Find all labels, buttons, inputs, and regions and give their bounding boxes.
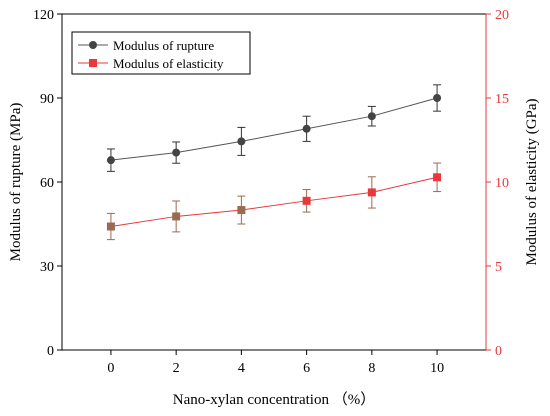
- y-right-tick-label: 10: [495, 176, 509, 191]
- x-tick-label: 2: [173, 361, 180, 376]
- legend-entry: Modulus of rupture: [78, 38, 214, 53]
- data-point: [433, 94, 442, 102]
- y-left-tick-label: 90: [40, 92, 54, 107]
- data-point: [237, 206, 246, 215]
- data-point: [172, 212, 181, 221]
- data-point: [302, 124, 311, 133]
- y-left-tick-label: 60: [40, 176, 54, 191]
- x-tick-label: 8: [368, 361, 375, 376]
- legend-label: Modulus of elasticity: [113, 56, 224, 71]
- y-left-tick-label: 30: [40, 260, 54, 275]
- x-tick-label: 4: [238, 361, 245, 376]
- data-point: [237, 137, 246, 146]
- series-line: [110, 97, 438, 161]
- x-tick-label: 0: [107, 361, 114, 376]
- y-right-tick-label: 20: [495, 8, 509, 23]
- data-point: [367, 188, 376, 197]
- y-right-tick-label: 0: [495, 344, 502, 359]
- data-point: [106, 222, 115, 231]
- data-point: [106, 156, 115, 165]
- data-point: [302, 196, 311, 205]
- series-rupture: [106, 84, 442, 172]
- x-axis-title: Nano-xylan concentration （%）: [173, 391, 375, 408]
- legend-entry: Modulus of elasticity: [78, 56, 224, 71]
- legend-box: [71, 31, 251, 75]
- x-tick-label: 10: [430, 361, 444, 376]
- y-axis-right-title: Modulus of elasticity (GPa): [524, 98, 540, 265]
- data-point: [172, 148, 181, 157]
- y-right-tick-label: 15: [495, 92, 509, 107]
- series-line: [110, 176, 438, 228]
- y-left-tick-label: 120: [33, 8, 54, 23]
- series-elasticity: [106, 162, 442, 241]
- y-axis-left-title: Modulus of rupture (MPa): [8, 103, 24, 262]
- legend-label: Modulus of rupture: [113, 38, 214, 53]
- data-point: [433, 173, 442, 182]
- y-right-tick-label: 5: [495, 260, 502, 275]
- y-left-tick-label: 0: [47, 344, 54, 359]
- legend-marker: [89, 59, 97, 67]
- x-tick-label: 6: [303, 361, 310, 376]
- legend-marker: [89, 41, 97, 49]
- data-point: [367, 112, 376, 121]
